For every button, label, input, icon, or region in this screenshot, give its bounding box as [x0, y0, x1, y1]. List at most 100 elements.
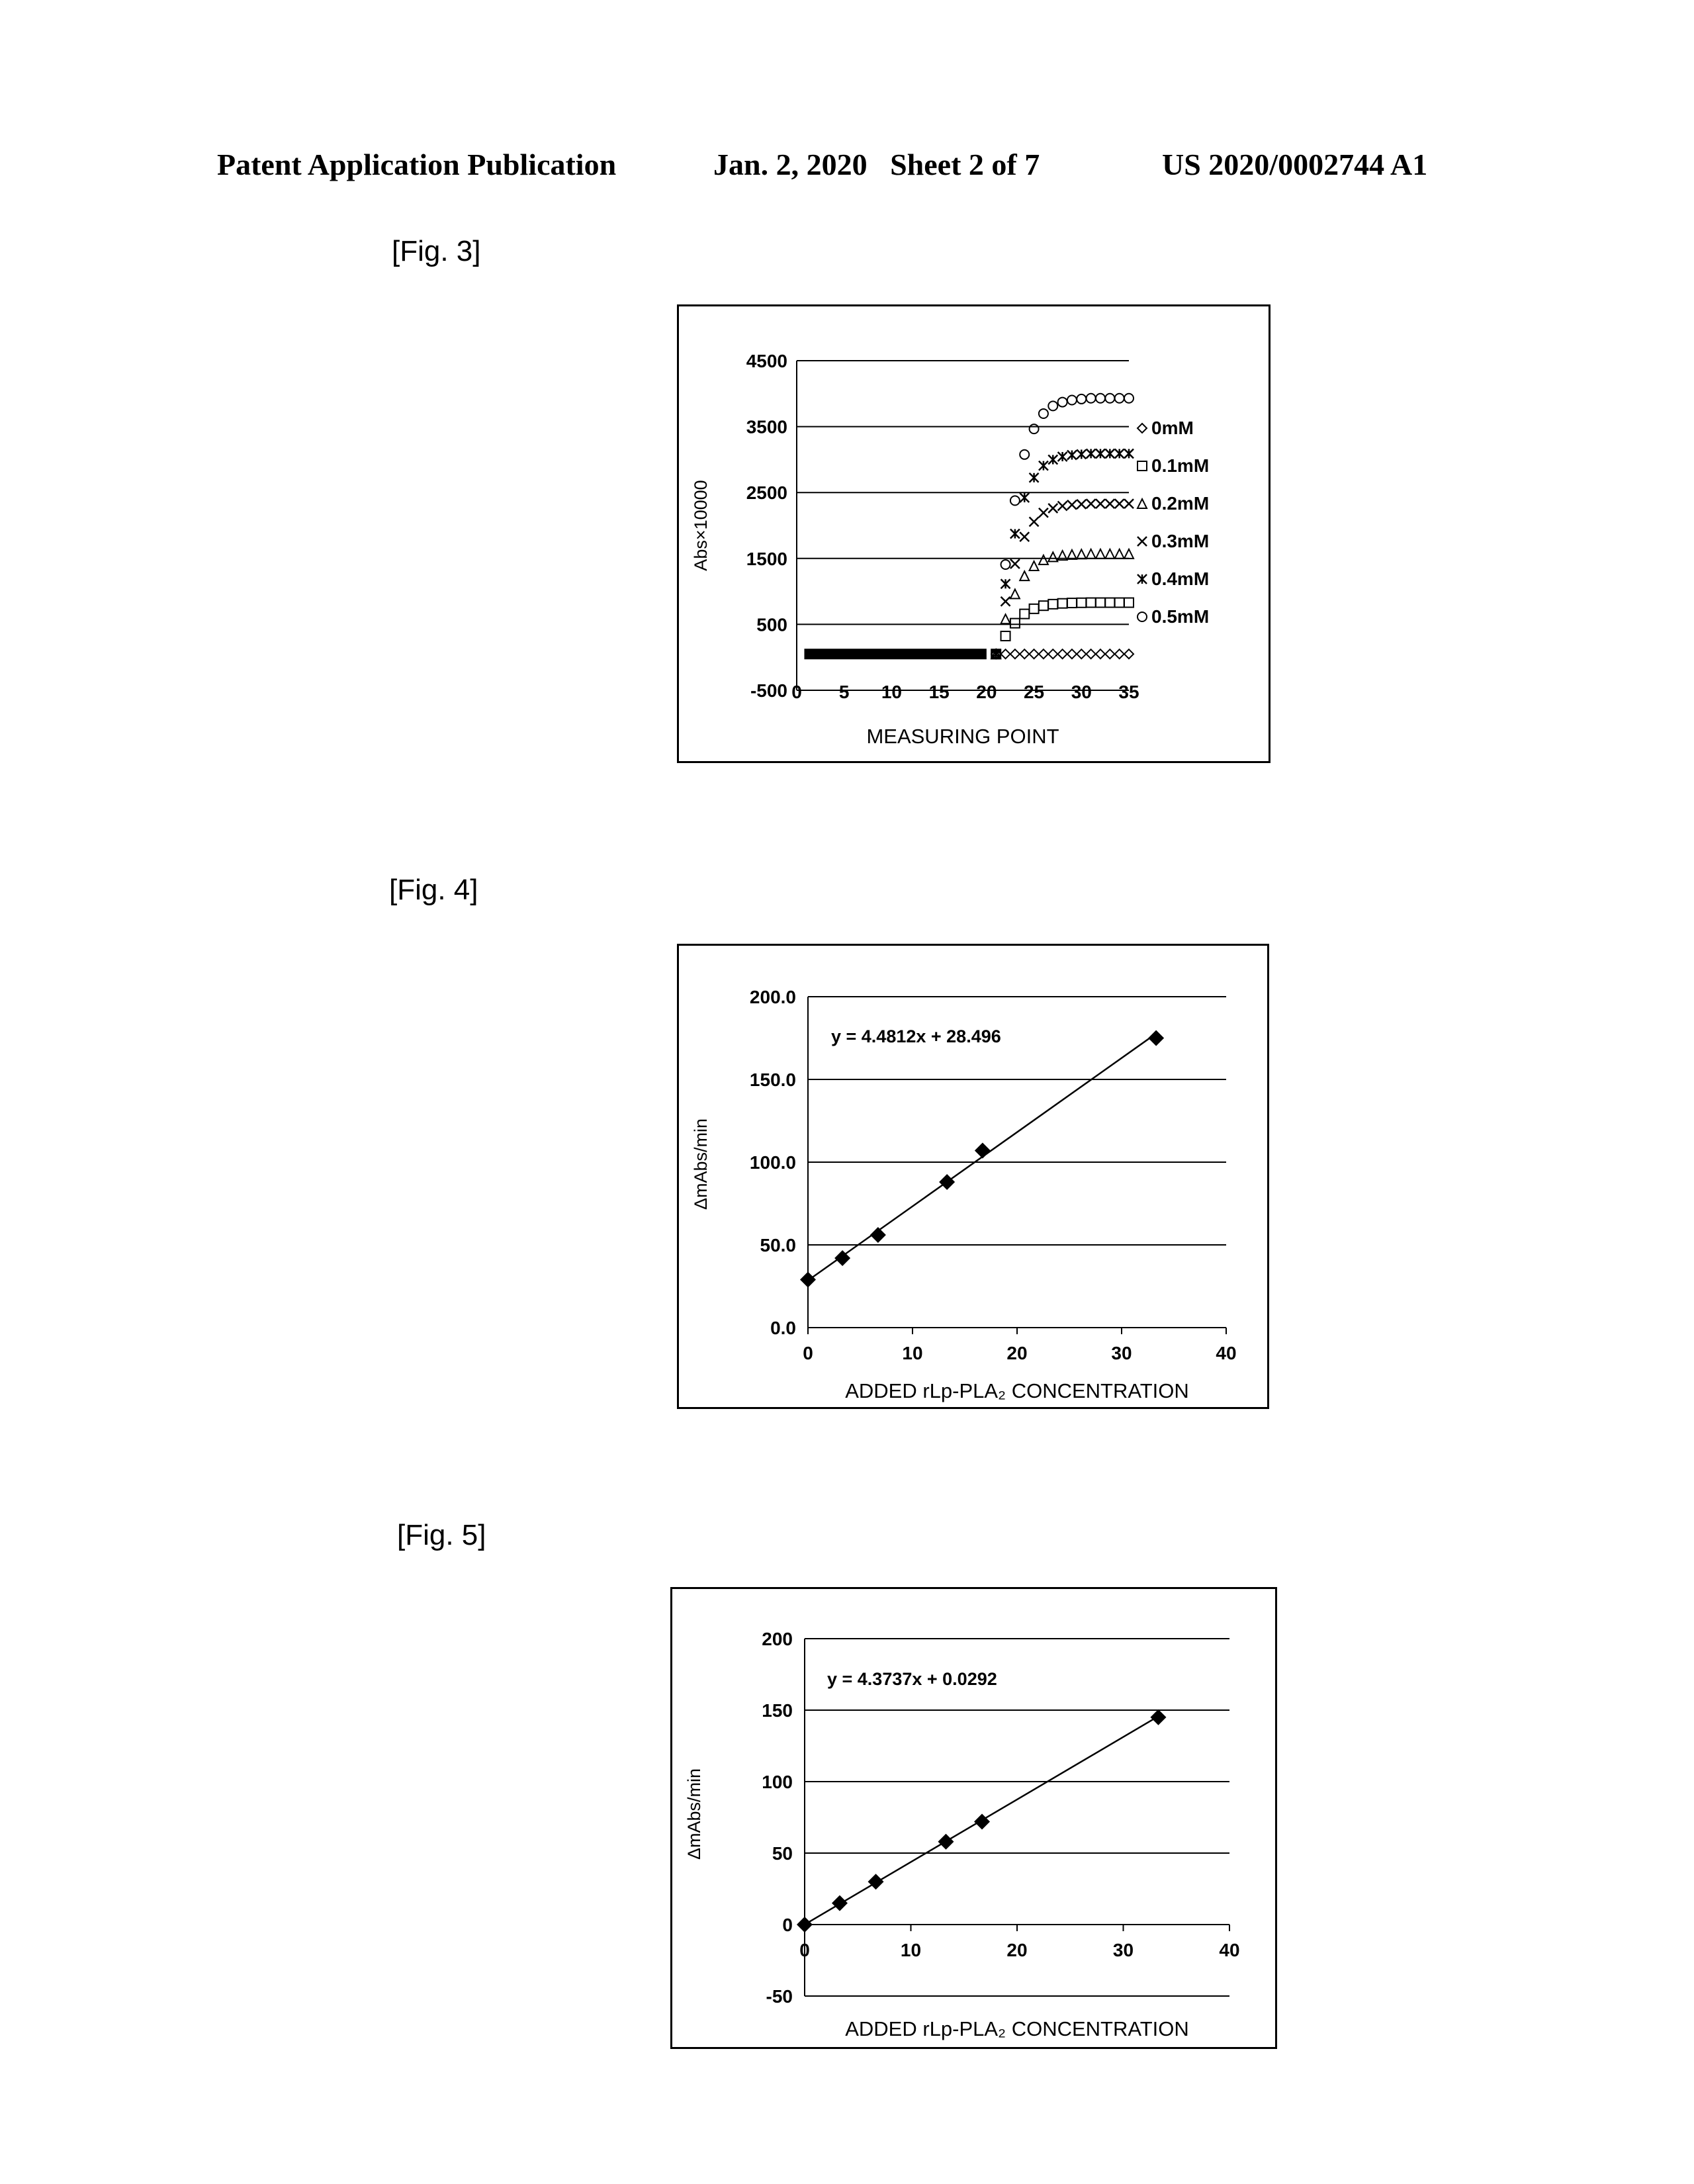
series-0.5mM — [991, 392, 1134, 660]
x-tick-label: 15 — [929, 682, 950, 702]
data-point — [938, 1833, 954, 1850]
data-point — [1095, 498, 1106, 510]
data-point — [1048, 400, 1059, 412]
y-tick-label: 1500 — [746, 549, 787, 569]
y-tick-label: -500 — [750, 680, 787, 701]
data-point — [1124, 597, 1134, 608]
data-point — [1000, 596, 1011, 607]
fig-5-chart: -50 0 50 100 150 200 0 10 20 30 40 y = 4.3737x + 0.… — [670, 1587, 1277, 2049]
data-point — [1000, 559, 1011, 570]
x-tick-label: 40 — [1219, 1940, 1239, 1960]
data-point — [1047, 551, 1059, 563]
data-point — [1009, 648, 1021, 660]
x-tick-label: 35 — [1118, 682, 1139, 702]
fig-3-chart: -500 500 1500 2500 3500 4500 0 5 10 15 20 25 30 35 MEA… — [677, 304, 1270, 763]
x-tick-label: 40 — [1216, 1343, 1236, 1363]
data-point — [1047, 648, 1059, 660]
fig-3-label: [Fig. 3] — [392, 235, 481, 267]
data-point — [1104, 597, 1116, 608]
data-point — [1076, 393, 1087, 404]
y-tick-label: 50 — [772, 1843, 793, 1864]
trendline-equation: y = 4.4812x + 28.496 — [831, 1026, 1001, 1046]
data-point — [1104, 498, 1116, 510]
data-point — [1076, 597, 1087, 608]
data-point — [1038, 460, 1049, 471]
x-tick-label: 30 — [1111, 1343, 1132, 1363]
data-point — [1085, 597, 1096, 608]
data-point — [999, 612, 1012, 625]
baseline-band — [804, 649, 987, 660]
data-point — [1000, 631, 1011, 642]
legend-marker — [1137, 574, 1147, 584]
data-point — [1094, 547, 1106, 559]
data-point — [1018, 569, 1030, 582]
data-point — [1114, 448, 1125, 459]
legend-label: 0mM — [1151, 418, 1194, 438]
x-tick-label: 30 — [1071, 682, 1092, 702]
data-point — [1028, 424, 1040, 435]
y-tick-label: 3500 — [746, 417, 787, 437]
data-point — [1085, 448, 1096, 459]
x-tick-label: 10 — [901, 1940, 921, 1960]
data-point — [1038, 648, 1049, 660]
data-point — [1019, 531, 1030, 542]
x-tick-label: 0 — [791, 682, 802, 702]
x-tick-label: 25 — [1024, 682, 1044, 702]
y-tick-label: 150.0 — [750, 1069, 796, 1090]
data-point — [1057, 500, 1068, 512]
data-point — [1114, 648, 1126, 660]
data-point — [1066, 648, 1078, 660]
x-tick-label: 30 — [1113, 1940, 1134, 1960]
data-point — [1085, 648, 1097, 660]
y-axis-title: ΔmAbs/min — [684, 1768, 704, 1860]
legend-label: 0.4mM — [1151, 569, 1209, 589]
data-point — [1114, 597, 1125, 608]
data-point — [1056, 549, 1069, 561]
fig-4-label: [Fig. 4] — [389, 874, 478, 906]
data-point — [1114, 498, 1125, 510]
data-point — [1094, 597, 1106, 608]
data-point — [1048, 503, 1059, 514]
data-point — [1000, 648, 1011, 660]
y-tick-label: 2500 — [746, 482, 787, 503]
data-point — [991, 649, 1002, 660]
data-point — [1123, 648, 1135, 660]
legend-marker — [1136, 497, 1148, 509]
data-point — [1094, 392, 1106, 404]
data-point — [1104, 392, 1116, 404]
data-point — [1066, 394, 1077, 406]
fig-5-plot: -50 0 50 100 150 200 0 10 20 30 40 y = 4.3737x + 0.… — [684, 1629, 1240, 2040]
data-point — [1038, 408, 1049, 419]
y-tick-label: -50 — [766, 1986, 793, 2007]
y-tick-label: 4500 — [746, 351, 787, 371]
x-tick-label: 0 — [799, 1940, 810, 1960]
y-tick-label: 150 — [762, 1700, 793, 1721]
data-point — [1057, 396, 1068, 408]
data-point — [1094, 648, 1106, 660]
x-tick-label: 10 — [881, 682, 902, 702]
legend-label: 0.2mM — [1151, 493, 1209, 514]
data-point — [1067, 449, 1077, 461]
data-point — [1019, 449, 1030, 460]
data-point — [1066, 548, 1078, 560]
data-point — [1104, 648, 1116, 660]
data-point — [1085, 498, 1096, 510]
legend-label: 0.1mM — [1151, 455, 1209, 476]
data-point — [939, 1174, 956, 1190]
y-tick-label: 0.0 — [770, 1318, 796, 1338]
data-point — [1019, 608, 1030, 619]
data-point — [1075, 648, 1087, 660]
data-point — [1057, 598, 1068, 609]
y-tick-label: 200 — [762, 1629, 793, 1649]
y-tick-label: 0 — [782, 1915, 793, 1935]
header-date-sheet: Jan. 2, 2020 Sheet 2 of 7 — [713, 148, 1040, 181]
data-point — [1009, 588, 1021, 600]
x-tick-label: 5 — [839, 682, 850, 702]
x-axis-title: MEASURING POINT — [866, 725, 1059, 748]
data-point — [1057, 451, 1068, 462]
trendline-equation: y = 4.3737x + 0.0292 — [827, 1669, 997, 1689]
data-point — [1000, 578, 1011, 590]
data-point — [1038, 553, 1049, 565]
data-point — [1019, 492, 1030, 503]
data-point — [1028, 648, 1040, 660]
